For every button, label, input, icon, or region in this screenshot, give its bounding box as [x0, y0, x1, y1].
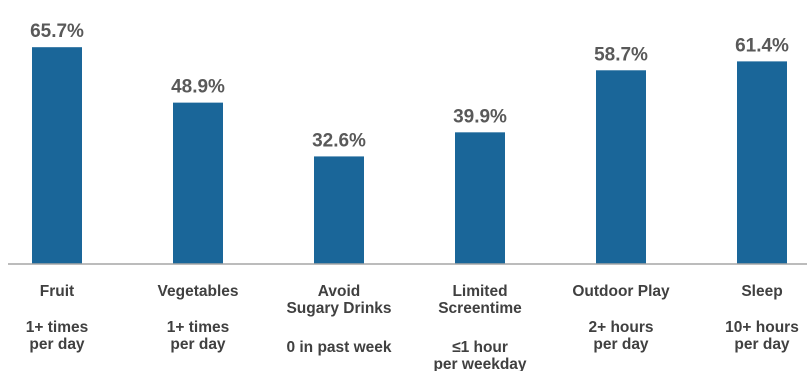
category-detail-4-line-0: 2+ hours	[588, 319, 653, 336]
category-label-0-line-0: Fruit	[40, 283, 74, 300]
data-label-1: 48.9%	[171, 77, 225, 98]
category-label-1-line-0: Vegetables	[158, 283, 239, 300]
data-label-4: 58.7%	[594, 44, 648, 65]
category-detail-0-line-1: per day	[29, 336, 85, 353]
category-detail-4-line-1: per day	[593, 336, 649, 353]
data-label-0: 65.7%	[30, 21, 84, 42]
category-detail-5-line-1: per day	[734, 336, 790, 353]
data-label-5: 61.4%	[735, 35, 789, 56]
category-label-3-line-1: Screentime	[438, 300, 522, 317]
bar-3	[455, 132, 505, 264]
category-detail-1-line-0: 1+ times	[167, 319, 229, 336]
category-label-3-line-0: Limited	[452, 283, 507, 300]
category-detail-3-line-1: per weekday	[433, 356, 526, 371]
bar-5	[737, 61, 787, 264]
data-label-2: 32.6%	[312, 130, 366, 151]
bars-group	[32, 47, 787, 264]
category-detail-1-line-1: per day	[170, 336, 226, 353]
category-detail-5-line-0: 10+ hours	[725, 319, 799, 336]
data-label-3: 39.9%	[453, 106, 507, 127]
bar-1	[173, 102, 223, 264]
category-label-4-line-0: Outdoor Play	[572, 283, 670, 300]
bar-2	[314, 156, 364, 264]
category-detail-2-line-0: 0 in past week	[286, 339, 391, 356]
category-label-2-line-0: Avoid	[318, 283, 360, 300]
bar-4	[596, 70, 646, 264]
category-label-5-line-0: Sleep	[741, 283, 782, 300]
bar-0	[32, 47, 82, 264]
category-label-2-line-1: Sugary Drinks	[286, 300, 391, 317]
category-detail-3-line-0: ≤1 hour	[452, 339, 508, 356]
category-detail-0-line-0: 1+ times	[26, 319, 88, 336]
